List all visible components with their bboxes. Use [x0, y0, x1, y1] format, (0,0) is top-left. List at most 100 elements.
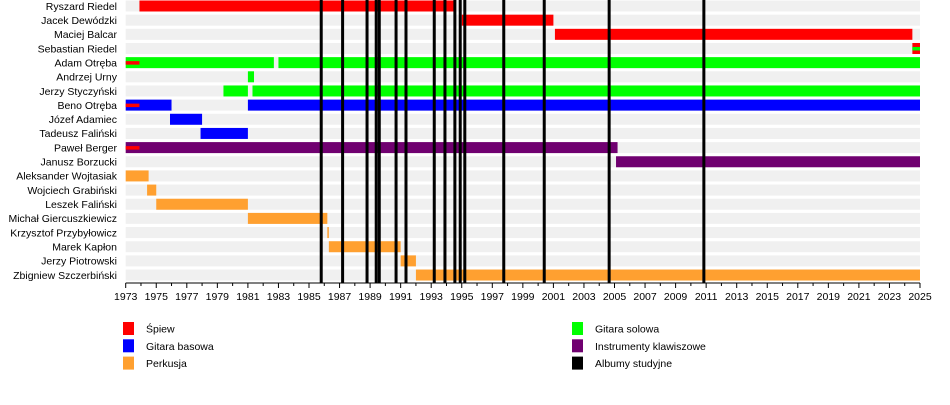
- bar-vocals: [461, 14, 554, 26]
- bar-drums: [125, 170, 149, 182]
- member-name-label: Jacek Dewódzki: [41, 15, 117, 27]
- bar-drums: [415, 269, 920, 281]
- member-name-label: Wojciech Grabiński: [27, 185, 117, 197]
- bar-lead_guitar: [125, 57, 274, 69]
- album-line: [365, 0, 369, 283]
- row-background: [125, 255, 920, 267]
- bar-drums: [327, 227, 329, 239]
- bar-lead_guitar: [247, 71, 255, 83]
- row-background: [125, 170, 920, 182]
- x-tick-label: 1973: [114, 291, 138, 303]
- bar-bass: [125, 99, 172, 111]
- x-tick-label: 2023: [878, 291, 902, 303]
- stripe-vocals: [125, 103, 140, 108]
- member-name-label: Krzysztof Przybyłowicz: [10, 227, 117, 239]
- member-name-label: Janusz Borzucki: [41, 157, 117, 169]
- legend-label: Perkusja: [146, 358, 187, 370]
- member-name-label: Aleksander Wojtasiak: [16, 171, 118, 183]
- x-tick-label: 1995: [450, 291, 474, 303]
- x-tick-label: 2025: [908, 291, 932, 303]
- x-tick-label: 2009: [664, 291, 688, 303]
- legend-swatch-lead_guitar: [572, 322, 583, 335]
- member-name-label: Beno Otręba: [57, 100, 117, 112]
- x-tick-label: 1999: [511, 291, 535, 303]
- legend-label: Albumy studyjne: [595, 358, 672, 370]
- member-name-label: Paweł Berger: [54, 142, 118, 154]
- album-line: [453, 0, 457, 283]
- x-tick-label: 2001: [542, 291, 566, 303]
- bar-lead_guitar: [252, 85, 921, 97]
- x-tick-label: 2017: [786, 291, 810, 303]
- row-background: [125, 42, 920, 54]
- x-tick-label: 1979: [206, 291, 230, 303]
- row-background: [125, 198, 920, 210]
- album-line: [374, 0, 378, 283]
- member-name-label: Jerzy Piotrowski: [41, 256, 117, 268]
- x-tick-label: 1991: [389, 291, 413, 303]
- album-line: [607, 0, 611, 283]
- member-name-label: Marek Kapłon: [52, 242, 117, 254]
- member-name-label: Jerzy Styczyński: [39, 86, 117, 98]
- x-tick-label: 1983: [267, 291, 291, 303]
- album-line: [702, 0, 706, 283]
- x-tick-label: 2005: [603, 291, 627, 303]
- row-background: [125, 28, 920, 40]
- legend-swatch-keyboards: [572, 339, 583, 353]
- x-tick-label: 2003: [572, 291, 596, 303]
- bar-lead_guitar: [223, 85, 248, 97]
- bar-bass: [247, 99, 920, 111]
- row-background: [125, 0, 920, 12]
- x-tick-label: 1975: [145, 291, 169, 303]
- legend-label: Śpiew: [146, 323, 175, 336]
- legend-swatch-bass: [123, 339, 134, 353]
- row-background: [125, 71, 920, 83]
- x-tick-label: 2021: [847, 291, 871, 303]
- member-name-label: Sebastian Riedel: [38, 43, 117, 55]
- row-background: [125, 113, 920, 125]
- legend-swatch-albums: [572, 356, 583, 370]
- x-tick-label: 2007: [633, 291, 657, 303]
- member-name-label: Adam Otręba: [55, 57, 118, 69]
- album-line: [502, 0, 506, 283]
- member-name-label: Michał Giercuszkiewicz: [8, 213, 117, 225]
- album-line: [463, 0, 467, 283]
- row-background: [125, 227, 920, 239]
- album-line: [432, 0, 436, 283]
- x-tick-label: 1977: [175, 291, 199, 303]
- x-tick-label: 1987: [328, 291, 352, 303]
- row-background: [125, 127, 920, 139]
- x-tick-label: 2013: [725, 291, 749, 303]
- stripe-lead_guitar: [912, 46, 920, 51]
- album-line: [458, 0, 462, 283]
- member-name-label: Tadeusz Faliński: [39, 128, 117, 140]
- row-background: [125, 156, 920, 168]
- x-tick-label: 1997: [481, 291, 505, 303]
- album-line: [341, 0, 345, 283]
- bar-bass: [200, 127, 248, 139]
- row-background: [125, 212, 920, 224]
- bar-drums: [247, 212, 328, 224]
- bar-bass: [169, 113, 203, 125]
- bar-lead_guitar: [278, 57, 920, 69]
- member-name-label: Ryszard Riedel: [46, 1, 117, 13]
- bar-drums: [328, 241, 401, 253]
- album-line: [319, 0, 323, 283]
- x-tick-label: 1981: [236, 291, 260, 303]
- row-background: [125, 184, 920, 196]
- bar-keyboards: [616, 156, 920, 168]
- member-name-label: Leszek Faliński: [45, 199, 117, 211]
- stripe-vocals: [125, 146, 140, 150]
- legend-label: Gitara solowa: [595, 324, 659, 336]
- album-line: [377, 0, 381, 283]
- x-tick-label: 2015: [756, 291, 780, 303]
- album-line: [542, 0, 546, 283]
- x-tick-label: 1989: [358, 291, 382, 303]
- bar-vocals: [554, 28, 913, 40]
- legend-label: Instrumenty klawiszowe: [595, 341, 706, 353]
- member-name-label: Zbigniew Szczerbiński: [13, 270, 117, 282]
- member-name-label: Andrzej Urny: [56, 72, 117, 84]
- bar-keyboards: [125, 142, 618, 154]
- bar-drums: [147, 184, 157, 196]
- legend-swatch-vocals: [123, 322, 134, 335]
